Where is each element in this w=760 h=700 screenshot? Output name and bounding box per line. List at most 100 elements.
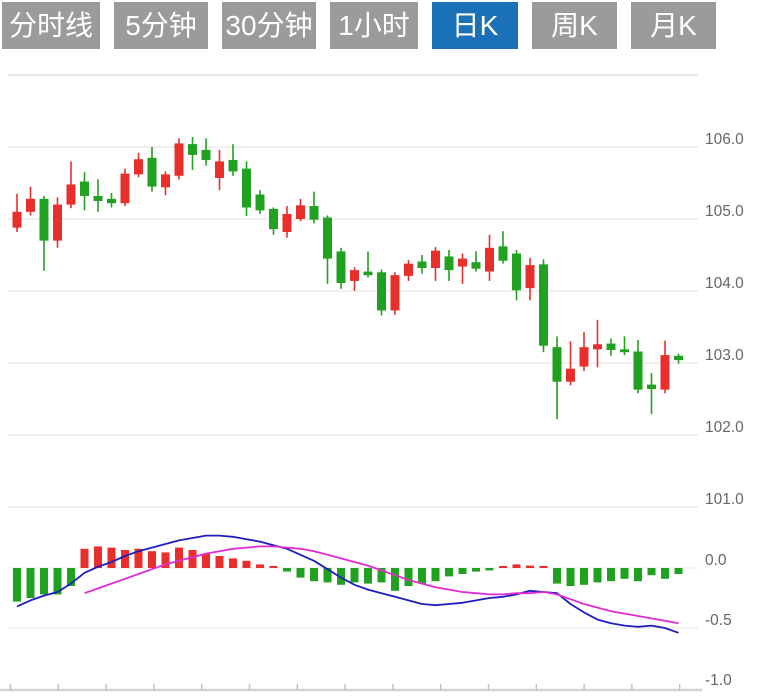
macd-histogram-bar	[391, 568, 399, 591]
tab-label: 30分钟	[225, 9, 313, 41]
tab-label: 周K	[551, 9, 598, 41]
macd-histogram-bar	[188, 550, 197, 568]
candle	[255, 194, 265, 211]
macd-dea-line	[84, 545, 679, 625]
macd-histogram-bar	[526, 565, 534, 568]
macd-histogram-bar	[674, 568, 683, 574]
candle	[606, 343, 616, 351]
macd-histogram-bar	[67, 568, 75, 586]
candle	[498, 246, 508, 261]
candle	[147, 157, 157, 187]
tab-monthly-k-button[interactable]: 月K	[631, 2, 716, 49]
macd-histogram-bar	[296, 568, 305, 578]
tab-label: 月K	[650, 9, 697, 41]
candle	[134, 159, 143, 175]
axis-label: 103.0	[705, 347, 744, 364]
macd-histogram-bar	[107, 547, 116, 568]
macd-histogram-bar	[350, 568, 359, 583]
candle	[269, 208, 278, 230]
macd-histogram-bar	[215, 556, 224, 568]
macd-histogram-bar	[283, 568, 291, 572]
candle	[174, 143, 184, 176]
macd-histogram-bar	[337, 568, 345, 585]
macd-histogram-bar	[661, 568, 669, 579]
candle	[242, 168, 251, 208]
candle	[471, 262, 481, 269]
macd-histogram-bar	[607, 568, 615, 582]
tab-5min-button[interactable]: 5分钟	[114, 2, 208, 49]
macd-histogram-bar	[134, 548, 143, 568]
candle	[350, 270, 359, 281]
macd-histogram-bar	[269, 566, 278, 568]
macd-histogram-bar	[80, 548, 89, 568]
macd-histogram-bar	[323, 568, 332, 583]
candle	[309, 206, 319, 220]
candle	[282, 213, 292, 232]
candle	[539, 264, 548, 346]
macd-histogram-bar	[566, 568, 575, 586]
candle	[228, 159, 238, 172]
candle	[336, 251, 346, 284]
candle	[444, 256, 454, 271]
candle	[201, 149, 211, 160]
candle	[579, 347, 589, 367]
candle	[296, 205, 305, 219]
candle	[404, 263, 413, 276]
macd-histogram-bar	[40, 568, 48, 595]
macd-histogram-bar	[377, 568, 386, 583]
candle	[525, 265, 535, 289]
candle	[80, 181, 89, 196]
macd-histogram-bar	[553, 568, 561, 584]
tab-timeline-button[interactable]: 分时线	[2, 2, 100, 49]
macd-histogram-bar	[445, 568, 453, 577]
macd-histogram-bar	[121, 550, 129, 568]
candle	[377, 272, 386, 311]
macd-histogram-bar	[161, 552, 170, 568]
candle	[215, 161, 224, 178]
macd-histogram-bar	[148, 551, 156, 568]
candle	[620, 349, 629, 353]
macd-histogram-bar	[310, 568, 318, 582]
macd-histogram-bar	[485, 568, 494, 571]
candle	[431, 250, 440, 268]
candle	[120, 173, 130, 204]
candle	[93, 195, 103, 201]
macd-histogram-bar	[458, 568, 467, 574]
macd-histogram-bar	[13, 568, 21, 602]
candle	[12, 211, 22, 228]
candle	[363, 271, 373, 276]
macd-histogram-bar	[472, 568, 480, 572]
candle	[390, 275, 400, 311]
macd-histogram-bar	[634, 568, 642, 582]
axis-label: 0.0	[705, 552, 727, 569]
axis-label: 105.0	[705, 203, 744, 220]
tab-1hour-button[interactable]: 1小时	[330, 2, 418, 49]
tab-label: 分时线	[8, 9, 93, 41]
macd-histogram-bar	[418, 568, 426, 584]
macd-histogram-bar	[499, 566, 507, 568]
candle	[107, 198, 116, 204]
tab-30min-button[interactable]: 30分钟	[222, 2, 316, 49]
macd-histogram-bar	[647, 568, 656, 576]
macd-histogram-bar	[512, 564, 521, 568]
macd-histogram-bar	[404, 568, 413, 586]
candle	[633, 351, 643, 390]
candle	[66, 184, 76, 205]
tab-daily-k-button[interactable]: 日K	[432, 2, 518, 49]
axis-label: -1.0	[705, 672, 732, 689]
axis-label: 102.0	[705, 419, 744, 436]
axis-label: 104.0	[705, 275, 744, 292]
candle	[552, 347, 562, 382]
candle	[512, 253, 521, 291]
tab-label: 1小时	[338, 9, 410, 41]
macd-histogram-bar	[580, 568, 588, 585]
candle	[674, 355, 683, 361]
tab-weekly-k-button[interactable]: 周K	[532, 2, 617, 49]
candle	[161, 174, 170, 188]
macd-histogram-bar	[593, 568, 602, 583]
candle	[26, 198, 35, 212]
axis-label: 101.0	[705, 491, 744, 508]
macd-histogram-bar	[431, 568, 440, 582]
